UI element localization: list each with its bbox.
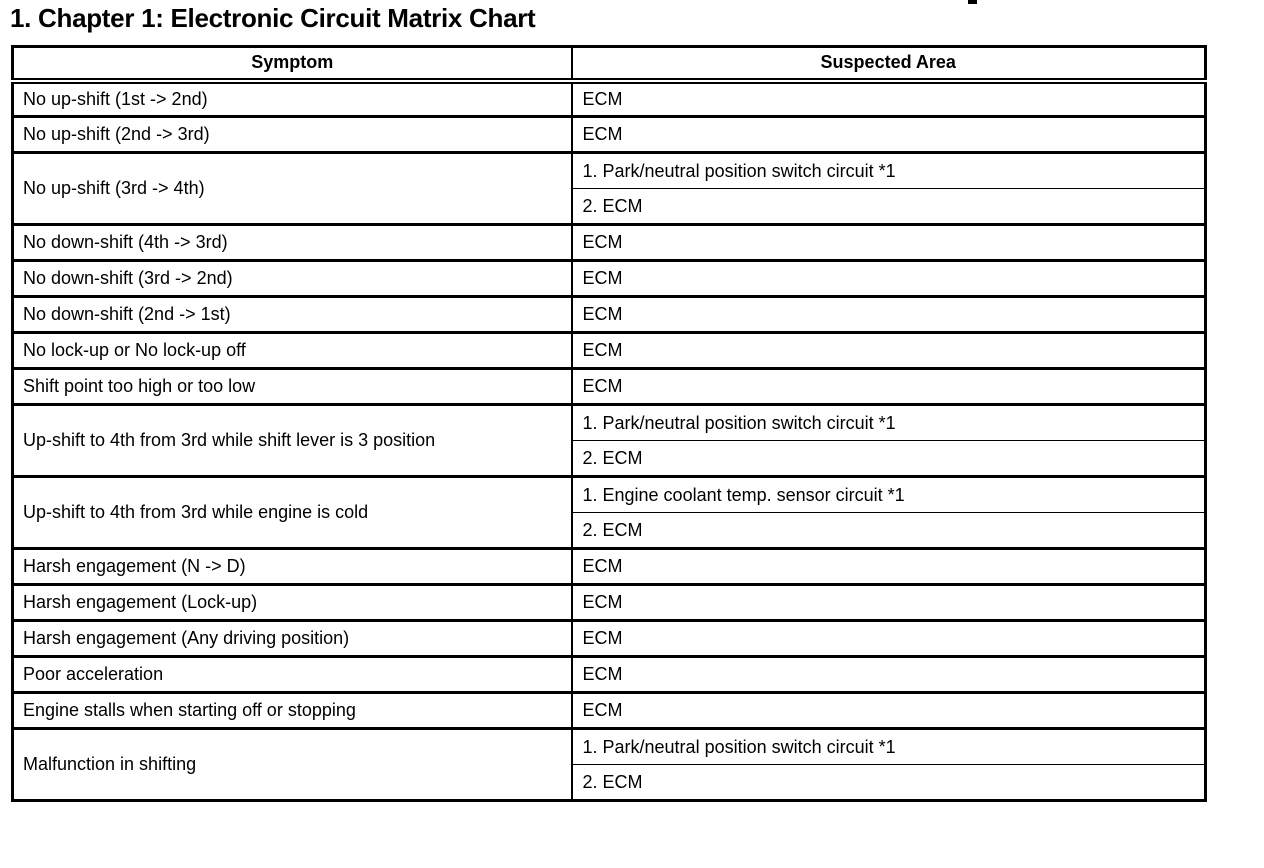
table-row: 2. ECM — [13, 188, 1206, 225]
page-title: 1. Chapter 1: Electronic Circuit Matrix … — [10, 3, 536, 33]
suspected-area-cell: 1. Engine coolant temp. sensor circuit *… — [571, 475, 1206, 513]
symptom-cell: Up-shift to 4th from 3rd while engine is… — [12, 475, 573, 549]
table-row: No down-shift (3rd -> 2nd) ECM — [12, 259, 1206, 297]
scan-artifact-mark — [968, 0, 977, 4]
header-row: Symptom Suspected Area — [12, 46, 1206, 84]
table-row: Up-shift to 4th from 3rd while engine is… — [12, 475, 1206, 549]
suspected-area-cell: ECM — [571, 223, 1206, 261]
table-row: Engine stalls when starting off or stopp… — [12, 691, 1206, 729]
symptom-cell: No lock-up or No lock-up off — [12, 331, 573, 369]
table-row: Harsh engagement (Any driving position) E… — [12, 619, 1206, 657]
symptom-cell: Poor acceleration — [12, 655, 573, 693]
matrix-chart-table: Symptom Suspected Area No up-shift (1st … — [11, 45, 1207, 802]
symptom-cell: No down-shift (2nd -> 1st) — [12, 295, 573, 333]
symptom-cell: No up-shift (1st -> 2nd) — [12, 79, 573, 117]
symptom-cell: No up-shift (3rd -> 4th) — [12, 151, 573, 225]
symptom-cell: No down-shift (3rd -> 2nd) — [12, 259, 573, 297]
suspected-area-cell: ECM — [571, 295, 1206, 333]
symptom-cell: Harsh engagement (Lock-up) — [12, 583, 573, 621]
suspected-area-cell: ECM — [571, 259, 1206, 297]
table-row: No lock-up or No lock-up off ECM — [12, 331, 1206, 369]
suspected-area-cell: ECM — [571, 583, 1206, 621]
suspected-area-cell: ECM — [571, 367, 1206, 405]
table-row: Poor acceleration ECM — [12, 655, 1206, 693]
table-row: 2. ECM — [13, 440, 1206, 477]
table-row: Shift point too high or too low ECM — [12, 367, 1206, 405]
suspected-area-cell: ECM — [571, 655, 1206, 693]
column-header-symptom: Symptom — [12, 46, 573, 84]
table-row: No up-shift (2nd -> 3rd) ECM — [12, 115, 1206, 153]
table-row: Harsh engagement (N -> D) ECM — [12, 547, 1206, 585]
symptom-cell: Up-shift to 4th from 3rd while shift lev… — [12, 403, 573, 477]
suspected-area-cell: 1. Park/neutral position switch circuit … — [571, 403, 1206, 441]
table-row: Up-shift to 4th from 3rd while shift lev… — [12, 403, 1206, 477]
suspected-area-cell: ECM — [571, 691, 1206, 729]
suspected-area-cell: 1. Park/neutral position switch circuit … — [571, 151, 1206, 189]
symptom-cell: Malfunction in shifting — [12, 727, 573, 801]
table-row: Harsh engagement (Lock-up) ECM — [12, 583, 1206, 621]
suspected-area-cell: 2. ECM — [571, 188, 1206, 225]
symptom-cell: Harsh engagement (Any driving position) — [12, 619, 573, 657]
table-row: No down-shift (2nd -> 1st) ECM — [12, 295, 1206, 333]
symptom-cell: No up-shift (2nd -> 3rd) — [12, 115, 573, 153]
table-row: No up-shift (3rd -> 4th) 1. Park/neutral … — [12, 151, 1206, 225]
column-header-suspected-area: Suspected Area — [571, 46, 1206, 84]
suspected-area-cell: ECM — [571, 79, 1206, 117]
table-row: No down-shift (4th -> 3rd) ECM — [12, 223, 1206, 261]
table-row: No up-shift (1st -> 2nd) ECM — [12, 79, 1206, 117]
suspected-area-cell: 2. ECM — [571, 440, 1206, 477]
symptom-cell: No down-shift (4th -> 3rd) — [12, 223, 573, 261]
table-body: No up-shift (1st -> 2nd) ECM No up-shift (… — [12, 79, 1206, 801]
suspected-area-cell: ECM — [571, 331, 1206, 369]
table-row: Malfunction in shifting 1. Park/neutral p… — [12, 727, 1206, 801]
table-row: 2. ECM — [13, 512, 1206, 549]
symptom-cell: Shift point too high or too low — [12, 367, 573, 405]
suspected-area-cell: 2. ECM — [571, 512, 1206, 549]
suspected-area-cell: 2. ECM — [571, 764, 1206, 801]
symptom-cell: Harsh engagement (N -> D) — [12, 547, 573, 585]
suspected-area-cell: ECM — [571, 547, 1206, 585]
symptom-cell: Engine stalls when starting off or stopp… — [12, 691, 573, 729]
table-row: 2. ECM — [13, 764, 1206, 801]
suspected-area-cell: 1. Park/neutral position switch circuit … — [571, 727, 1206, 765]
suspected-area-cell: ECM — [571, 115, 1206, 153]
suspected-area-cell: ECM — [571, 619, 1206, 657]
